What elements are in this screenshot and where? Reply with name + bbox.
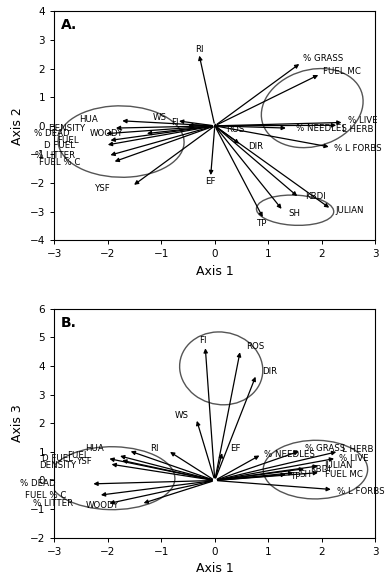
Text: DENSITY: DENSITY <box>48 124 85 133</box>
Text: HUA: HUA <box>79 115 98 124</box>
Text: EF: EF <box>205 177 216 186</box>
Text: KBDI: KBDI <box>310 465 331 474</box>
Text: FI: FI <box>171 118 178 128</box>
Text: % LITTER: % LITTER <box>33 499 73 509</box>
Text: JULIAN: JULIAN <box>325 461 353 470</box>
Text: L HERB: L HERB <box>342 445 374 454</box>
Text: FI: FI <box>199 336 207 345</box>
Y-axis label: Axis 3: Axis 3 <box>11 404 24 442</box>
Text: % GRASS: % GRASS <box>303 54 343 63</box>
Text: EF: EF <box>230 444 240 453</box>
Text: % LITTER: % LITTER <box>36 152 75 160</box>
Text: DIR: DIR <box>248 142 263 151</box>
Text: SH: SH <box>300 470 312 479</box>
Text: YSF: YSF <box>95 184 110 193</box>
Text: % GRASS: % GRASS <box>305 444 345 453</box>
Text: D FUEL: D FUEL <box>42 454 73 463</box>
Text: ROS: ROS <box>246 341 264 351</box>
Text: FUEL MC: FUEL MC <box>325 470 362 479</box>
Text: % L FORBS: % L FORBS <box>334 144 381 153</box>
Y-axis label: Axis 2: Axis 2 <box>11 107 24 145</box>
Text: % NEEDLES: % NEEDLES <box>296 124 347 133</box>
Text: D FUEL: D FUEL <box>43 141 75 150</box>
Text: A.: A. <box>61 18 77 32</box>
Text: TP: TP <box>291 472 301 480</box>
Text: FUEL MC: FUEL MC <box>323 67 361 76</box>
Text: FUEL: FUEL <box>67 451 89 460</box>
Text: % L FORBS: % L FORBS <box>337 487 384 496</box>
Text: DENSITY: DENSITY <box>39 461 77 470</box>
Text: WS: WS <box>152 113 166 122</box>
Text: % LIVE: % LIVE <box>348 116 377 125</box>
Text: ROS: ROS <box>226 125 245 134</box>
Text: RI: RI <box>150 444 159 453</box>
Text: FUEL: FUEL <box>57 136 78 145</box>
Text: JULIAN: JULIAN <box>335 206 364 214</box>
Text: % LIVE: % LIVE <box>339 454 368 463</box>
Text: DIR: DIR <box>262 367 277 376</box>
Text: WS: WS <box>175 411 189 420</box>
Text: WOODY: WOODY <box>89 129 123 138</box>
Text: FUEL % C: FUEL % C <box>25 491 66 500</box>
Text: L HERB: L HERB <box>342 125 374 134</box>
Text: % DEAD: % DEAD <box>34 129 69 138</box>
Text: SH: SH <box>289 209 301 217</box>
Text: FUEL % C: FUEL % C <box>38 158 80 167</box>
Text: % NEEDLES: % NEEDLES <box>264 450 315 459</box>
Text: % DEAD: % DEAD <box>20 479 55 488</box>
Text: HUA: HUA <box>85 444 103 453</box>
Text: B.: B. <box>61 316 77 329</box>
X-axis label: Axis 1: Axis 1 <box>196 265 234 278</box>
Text: TP: TP <box>257 219 267 228</box>
Text: KBDI: KBDI <box>305 192 325 201</box>
Text: RI: RI <box>195 45 204 54</box>
X-axis label: Axis 1: Axis 1 <box>196 562 234 572</box>
Text: WOODY: WOODY <box>86 501 120 510</box>
Text: YSF: YSF <box>77 458 93 466</box>
